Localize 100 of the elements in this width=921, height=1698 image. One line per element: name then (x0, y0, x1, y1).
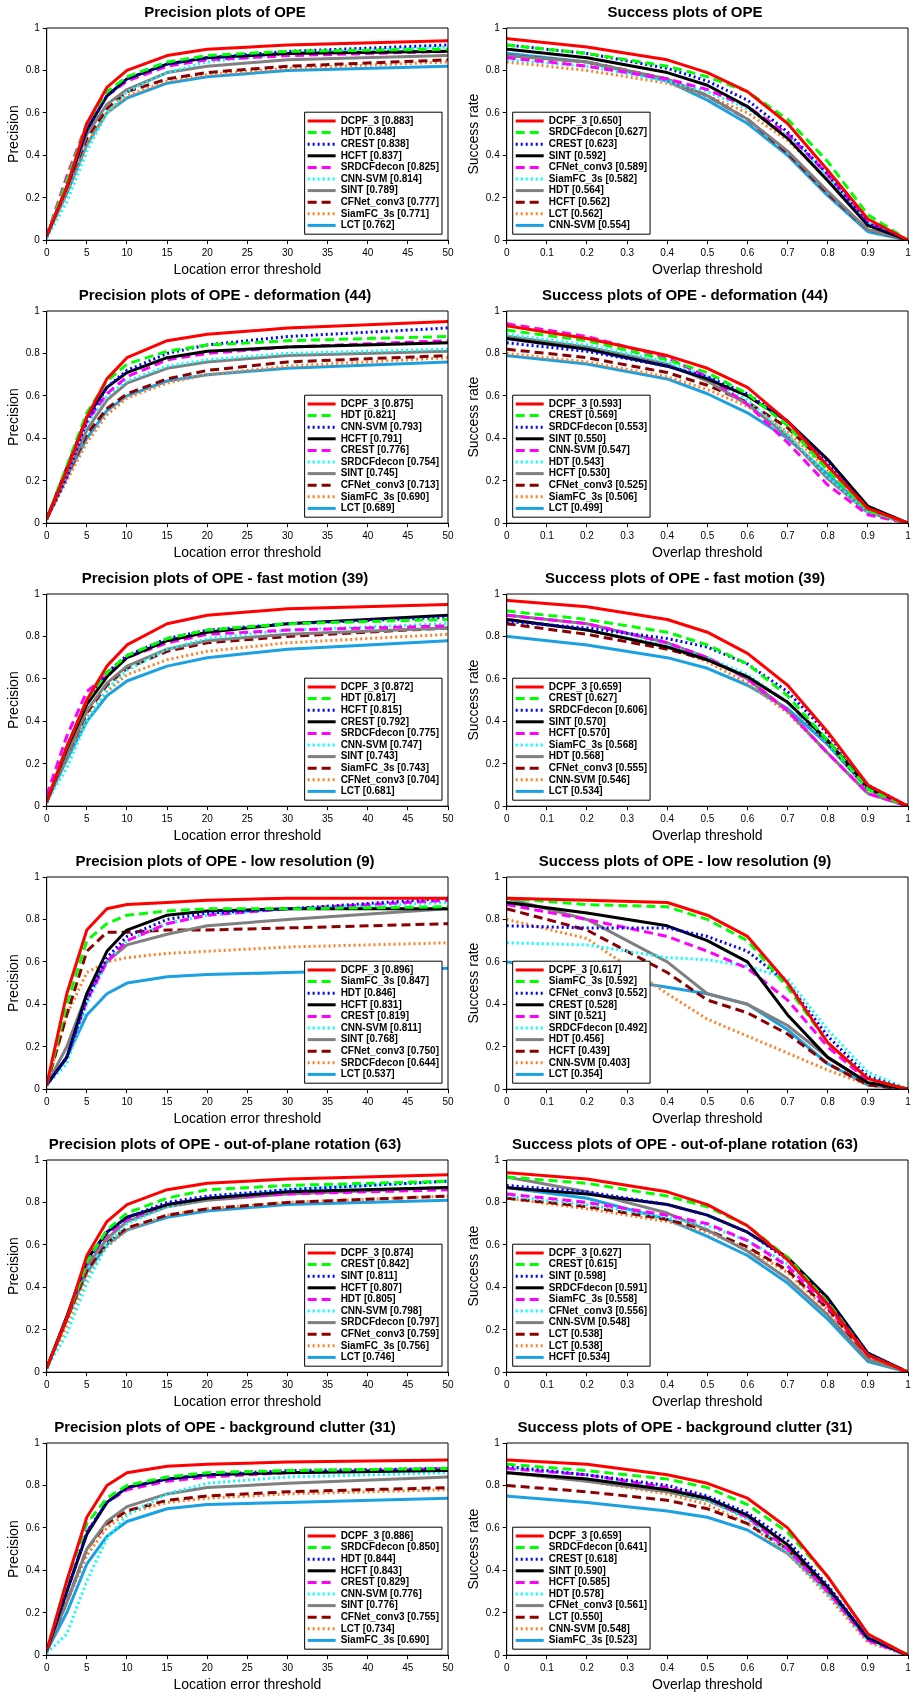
legend-label: DCPF_3 [0.874] (340, 1246, 414, 1258)
x-axis-title: Overlap threshold (652, 1393, 763, 1410)
chart-title: Precision plots of OPE - deformation (44) (78, 286, 372, 304)
y-axis-title: Success rate (465, 659, 482, 741)
legend-label: SiamFC_3s [0.743] (340, 761, 430, 773)
x-tick-label: 30 (281, 246, 294, 258)
x-tick-label: 20 (201, 529, 214, 541)
x-tick-label: 25 (241, 246, 254, 258)
legend-label: SiamFC_3s [0.506] (548, 490, 638, 502)
x-tick-label: 0.6 (740, 529, 755, 541)
legend-label: CREST [0.528] (548, 998, 618, 1010)
x-tick-label: 0.2 (580, 1378, 595, 1390)
x-tick-label: 30 (281, 529, 294, 541)
legend-label: LCT [0.499] (548, 502, 603, 514)
y-tick-label: 0.6 (485, 955, 501, 967)
y-tick-label: 1 (494, 1436, 501, 1448)
legend-label: HCFT [0.791] (340, 432, 402, 444)
x-tick-label: 15 (161, 1661, 174, 1673)
x-axis-title: Overlap threshold (652, 827, 763, 844)
x-tick-label: 0.7 (780, 1378, 795, 1390)
legend-label: SINT [0.521] (548, 1010, 606, 1022)
legend-label: LCT [0.534] (548, 785, 603, 797)
y-tick-label: 0.6 (485, 672, 501, 684)
x-tick-label: 0.3 (620, 1378, 635, 1390)
x-tick-label: 45 (402, 1661, 414, 1673)
x-tick-label: 45 (402, 812, 414, 824)
x-tick-label: 1 (905, 812, 912, 824)
legend-label: DCPF_3 [0.627] (548, 1246, 622, 1258)
legend-label: CNN-SVM [0.814] (340, 172, 422, 184)
y-tick-label: 0.2 (485, 474, 501, 486)
legend-label: CFNet_conv3 [0.704] (340, 773, 440, 785)
x-tick-label: 0.1 (539, 812, 555, 824)
x-tick-label: 0.8 (820, 1095, 836, 1107)
legend-label: CFNet_conv3 [0.755] (340, 1610, 440, 1622)
legend-label: HCFT [0.439] (548, 1044, 610, 1056)
x-tick-label: 0.7 (780, 1095, 795, 1107)
x-tick-label: 0 (43, 1095, 50, 1107)
x-tick-label: 35 (322, 529, 334, 541)
legend-label: CREST [0.776] (340, 444, 409, 456)
y-tick-label: 0 (34, 799, 41, 811)
x-tick-label: 0.8 (820, 1378, 836, 1390)
x-tick-label: 0.6 (740, 812, 755, 824)
legend-label: HCFT [0.570] (548, 727, 610, 739)
x-tick-label: 0.2 (580, 1095, 595, 1107)
legend-label: SiamFC_3s [0.847] (340, 975, 430, 987)
x-tick-label: 45 (402, 1095, 414, 1107)
x-tick-label: 40 (362, 1661, 374, 1673)
chart-title: Success plots of OPE - fast motion (39) (544, 569, 826, 587)
legend-label: CNN-SVM [0.798] (340, 1304, 422, 1316)
legend-label: CREST [0.829] (340, 1576, 409, 1588)
y-tick-label: 0 (34, 233, 41, 245)
x-tick-label: 15 (161, 1378, 174, 1390)
x-tick-label: 40 (362, 529, 374, 541)
legend-label: SINT [0.598] (548, 1269, 606, 1281)
x-tick-label: 0.9 (860, 1378, 876, 1390)
y-tick-label: 0.6 (25, 672, 41, 684)
y-tick-label: 0 (494, 1365, 501, 1377)
legend-label: DCPF_3 [0.872] (340, 680, 414, 692)
legend-label: SiamFC_3s [0.582] (548, 172, 638, 184)
x-tick-label: 0.5 (700, 529, 715, 541)
legend-label: CREST [0.615] (548, 1258, 618, 1270)
legend-label: HDT [0.578] (548, 1587, 604, 1599)
y-tick-label: 0.8 (25, 64, 41, 76)
y-tick-label: 0.4 (485, 149, 501, 161)
legend-label: HDT [0.805] (340, 1293, 396, 1305)
y-tick-label: 0.2 (485, 1606, 501, 1618)
x-tick-label: 0 (503, 1095, 510, 1107)
legend-label: SiamFC_3s [0.690] (340, 1634, 430, 1646)
x-tick-label: 50 (442, 1661, 454, 1673)
chart-title: Success plots of OPE - background clutter (31) (517, 1418, 853, 1436)
legend-label: SRDCFdecon [0.825] (340, 161, 439, 173)
y-tick-label: 0.8 (25, 913, 41, 925)
y-tick-label: 0.2 (25, 1323, 41, 1335)
x-tick-label: 50 (442, 812, 454, 824)
x-tick-label: 0.5 (700, 1378, 715, 1390)
y-tick-label: 0.6 (485, 389, 501, 401)
y-tick-label: 0.2 (25, 474, 41, 486)
y-tick-label: 1 (494, 870, 501, 882)
legend-label: SINT [0.776] (340, 1599, 398, 1611)
legend-label: DCPF_3 [0.883] (340, 114, 414, 126)
legend-label: LCT [0.681] (340, 785, 395, 797)
x-tick-label: 0.1 (539, 1095, 555, 1107)
legend-label: CREST [0.842] (340, 1258, 409, 1270)
legend-label: LCT [0.734] (340, 1622, 395, 1634)
x-tick-label: 5 (84, 812, 91, 824)
legend-label: DCPF_3 [0.875] (340, 397, 414, 409)
legend-label: CNN-SVM [0.547] (548, 444, 630, 456)
y-tick-label: 0.6 (25, 955, 41, 967)
x-tick-label: 35 (322, 1661, 334, 1673)
legend-label: DCPF_3 [0.659] (548, 1529, 622, 1541)
x-tick-label: 0.1 (539, 1661, 555, 1673)
legend-label: SINT [0.745] (340, 467, 398, 479)
y-tick-label: 0.6 (485, 106, 501, 118)
legend-label: HDT [0.846] (340, 986, 396, 998)
legend-label: SiamFC_3s [0.756] (340, 1339, 430, 1351)
y-tick-label: 0.4 (25, 998, 41, 1010)
y-tick-label: 0.8 (25, 1479, 41, 1491)
legend-label: DCPF_3 [0.659] (548, 680, 622, 692)
y-tick-label: 0.2 (485, 1040, 501, 1052)
x-tick-label: 0.7 (780, 529, 795, 541)
